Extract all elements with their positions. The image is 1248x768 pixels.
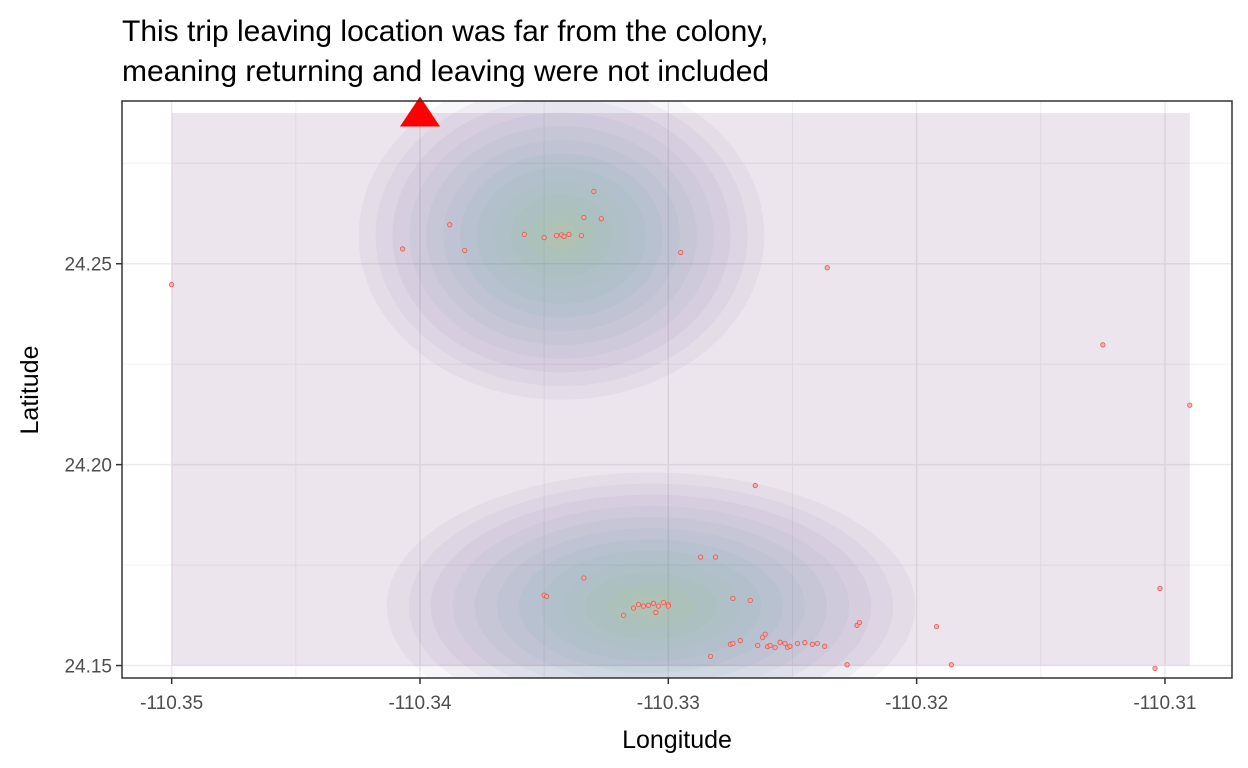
density-contour-0 (518, 539, 784, 673)
y-axis-title: Latitude (16, 346, 44, 435)
data-point (1100, 342, 1106, 348)
data-point (447, 222, 453, 228)
data-point (712, 554, 719, 560)
density-contour-0 (452, 505, 850, 678)
data-point (591, 188, 597, 195)
data-point (697, 554, 704, 560)
data-point (822, 643, 828, 649)
data-point (730, 640, 736, 647)
data-point (767, 642, 773, 649)
data-point (521, 231, 527, 238)
y-tick-label: 24.15 (64, 657, 112, 678)
x-tick-label: -110.32 (885, 693, 948, 714)
density-contour-0 (474, 517, 828, 678)
data-point (665, 603, 671, 609)
density-layer (171, 101, 1190, 678)
colony-marker-icon (399, 96, 440, 127)
data-point (544, 593, 550, 600)
data-point (581, 214, 587, 221)
points-layer (169, 188, 1193, 671)
grid-lines (122, 101, 1232, 678)
data-point (755, 642, 761, 649)
plot-border (121, 100, 1233, 679)
x-tick-label: -110.35 (140, 693, 203, 714)
data-point (635, 601, 642, 608)
x-tick-label: -110.34 (388, 693, 451, 714)
data-point (169, 282, 175, 288)
density-contour-0 (562, 561, 739, 651)
data-point (772, 644, 778, 651)
data-point (844, 662, 850, 668)
data-point (581, 575, 587, 581)
data-point (678, 249, 684, 256)
density-contour-0 (386, 472, 916, 678)
data-point (752, 482, 758, 489)
data-point (1157, 585, 1163, 591)
data-point (578, 233, 584, 239)
colony-layer (399, 96, 440, 127)
density-contour-0 (584, 572, 717, 640)
data-point (653, 609, 659, 616)
x-tick-label: -110.33 (637, 693, 700, 714)
data-point (856, 619, 863, 626)
data-point (561, 233, 567, 240)
data-point (762, 631, 768, 637)
data-point (650, 600, 657, 606)
density-contour-0 (606, 583, 695, 629)
data-point (824, 265, 830, 271)
data-point (737, 638, 743, 644)
data-point (707, 653, 714, 659)
data-point (1152, 665, 1158, 671)
data-point (814, 640, 820, 647)
data-point (747, 597, 753, 604)
data-point (462, 247, 468, 254)
density-contour-0 (430, 494, 872, 678)
data-point (1187, 402, 1193, 408)
data-point (541, 235, 547, 241)
data-point (598, 216, 604, 222)
data-point (782, 640, 788, 647)
data-point (794, 640, 801, 647)
chart-title: This trip leaving location was far from … (122, 12, 769, 92)
chart-title-line-1: This trip leaving location was far from … (122, 15, 769, 48)
density-contour-1 (375, 101, 748, 387)
y-tick-label: 24.25 (64, 255, 112, 276)
data-point (730, 595, 736, 602)
data-point (655, 603, 661, 609)
data-point (802, 640, 808, 646)
density-contour-0 (408, 483, 894, 678)
data-point (400, 246, 406, 252)
chart-title-line-2: meaning returning and leaving were not i… (122, 55, 770, 88)
data-point (645, 602, 652, 608)
data-point (640, 603, 647, 609)
data-point (566, 231, 572, 238)
data-point (777, 639, 783, 645)
data-point (948, 662, 954, 668)
density-contour-1 (358, 101, 765, 400)
y-axis: 24.15 24.20 24.25 (64, 255, 122, 678)
density-contour-0 (540, 550, 762, 662)
data-point (787, 643, 793, 649)
x-tick-label: -110.31 (1133, 693, 1196, 714)
plot-panel (122, 101, 1232, 678)
x-axis: -110.35 -110.34 -110.33 -110.32 -110.31 (140, 678, 1196, 714)
data-point (809, 641, 815, 647)
data-point (630, 605, 637, 611)
data-point (621, 612, 627, 618)
x-axis-title: Longitude (622, 726, 732, 754)
data-point (553, 233, 560, 239)
y-tick-label: 24.20 (64, 456, 112, 477)
data-point (933, 623, 940, 630)
data-point (660, 599, 666, 606)
density-background (171, 113, 1190, 666)
